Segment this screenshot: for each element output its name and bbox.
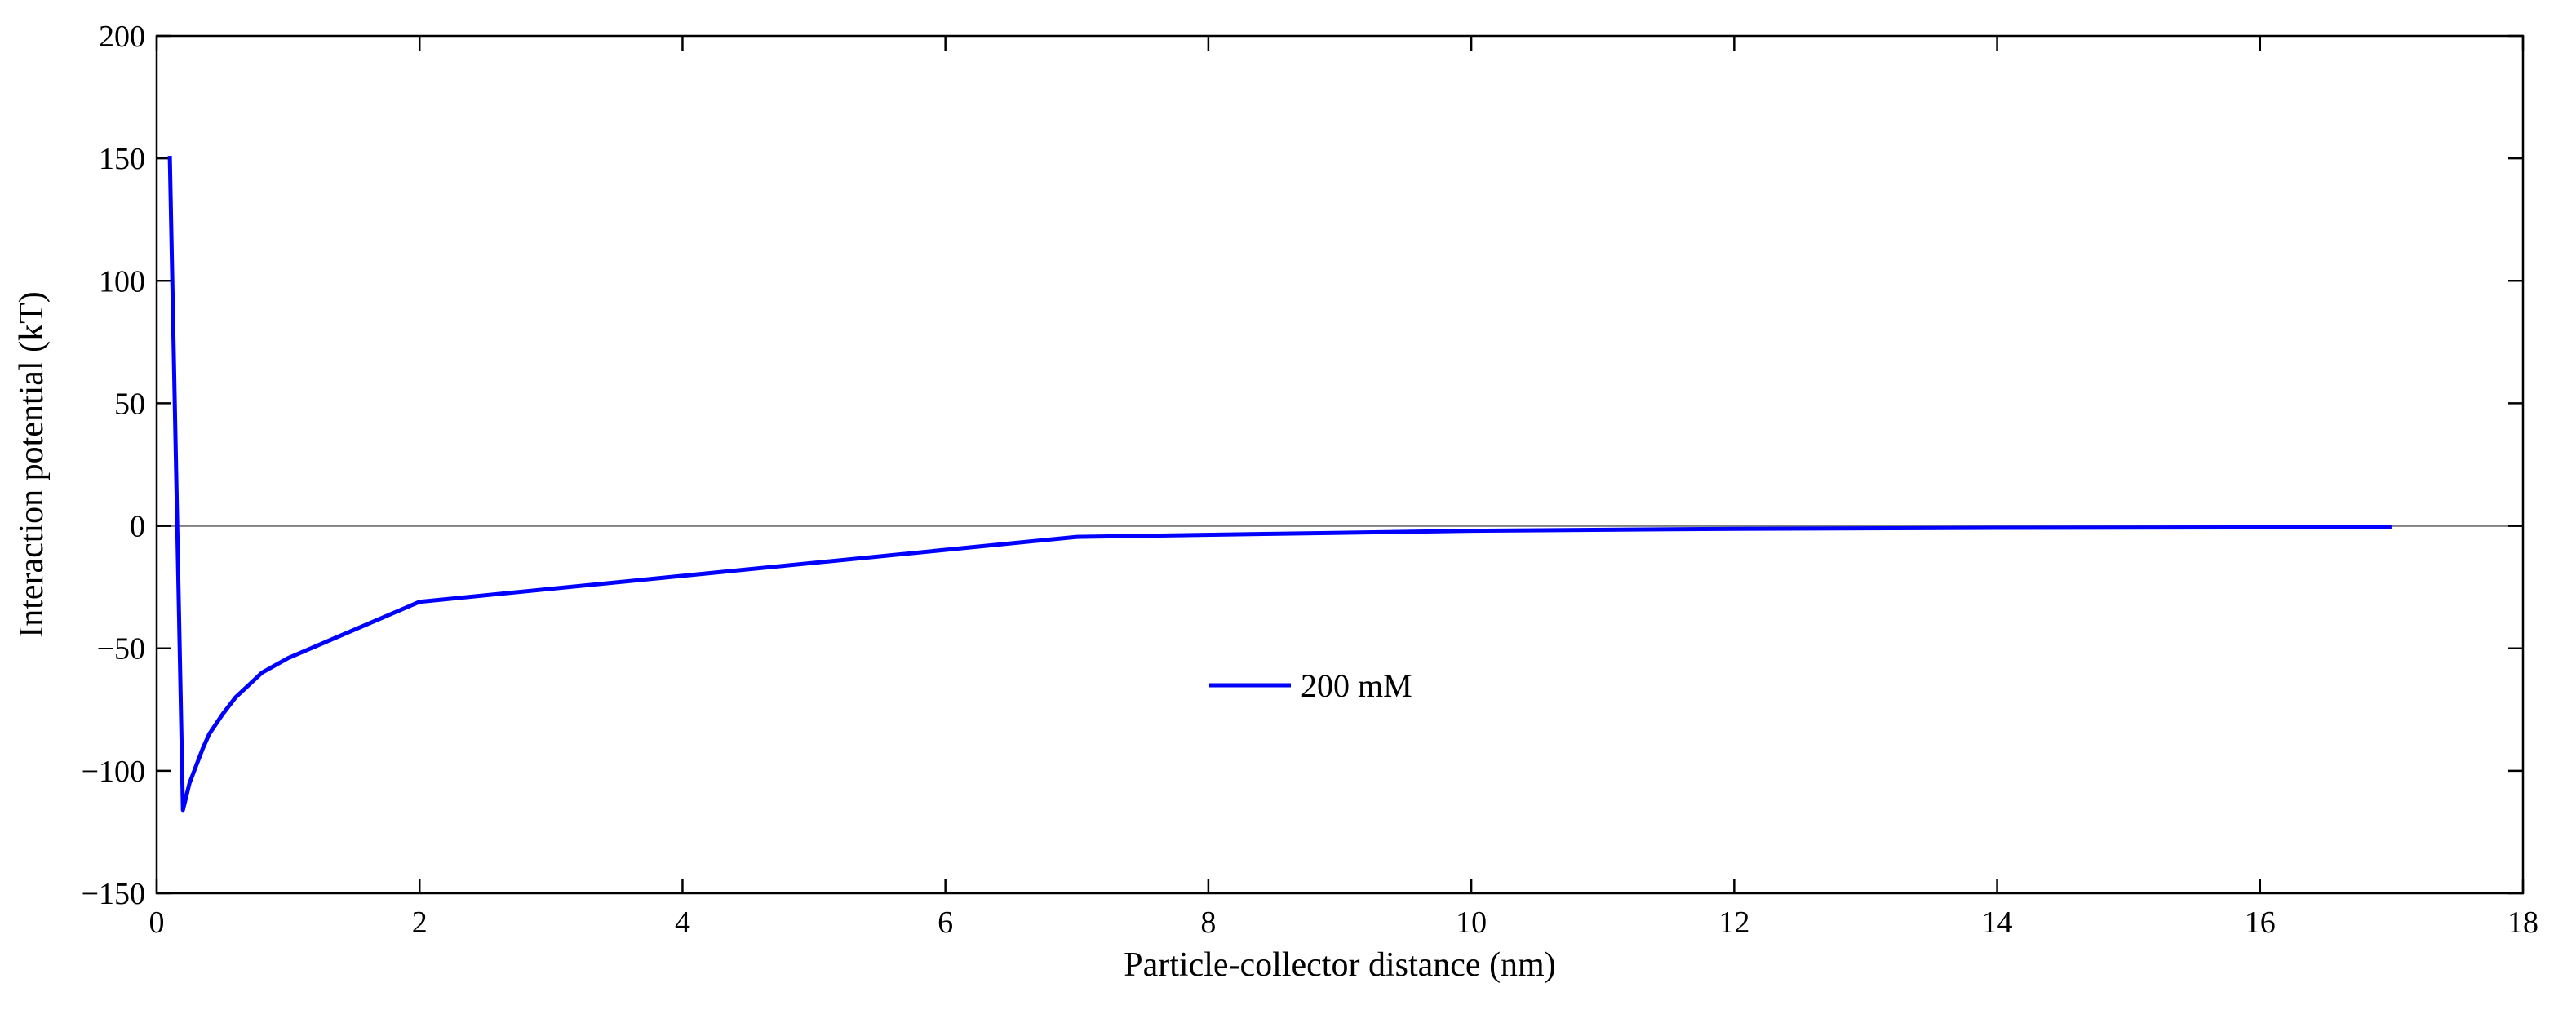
x-tick-label: 6 xyxy=(938,906,953,940)
x-tick-label: 8 xyxy=(1200,906,1216,940)
x-tick-label: 4 xyxy=(675,906,690,940)
x-tick-label: 14 xyxy=(1982,906,2013,940)
plot-area-frame xyxy=(155,34,2525,895)
y-tick-label: 0 xyxy=(130,510,145,544)
x-tick-label: 18 xyxy=(2507,906,2538,940)
y-axis-label: Interaction potential (kT) xyxy=(13,291,51,638)
x-tick-label: 10 xyxy=(1456,906,1487,940)
y-tick-label: −50 xyxy=(97,632,145,666)
x-tick-label: 12 xyxy=(1718,906,1749,940)
series-layer xyxy=(167,156,2392,813)
y-tick-label: −150 xyxy=(82,877,145,911)
x-axis-label: Particle-collector distance (nm) xyxy=(1124,946,1555,984)
x-tick-label: 2 xyxy=(412,906,428,940)
y-tick-label: 200 xyxy=(99,20,145,54)
axis-tick-labels: 0 2 4 6 8 10 12 14 16 18 −150 −100 −50 0 50 100 150 200 xyxy=(82,20,2538,940)
legend-label-200mm: 200 mM xyxy=(1301,667,1412,704)
y-tick-label: 150 xyxy=(99,142,145,176)
legend: 200 mM xyxy=(1209,667,1412,704)
x-tick-label: 0 xyxy=(149,906,165,940)
x-tick-label: 16 xyxy=(2245,906,2276,940)
axis-ticks xyxy=(155,34,2525,895)
y-tick-label: 100 xyxy=(99,264,145,299)
series-line-200mm xyxy=(167,156,2392,813)
y-tick-label: 50 xyxy=(114,387,145,421)
y-tick-label: −100 xyxy=(82,755,145,789)
